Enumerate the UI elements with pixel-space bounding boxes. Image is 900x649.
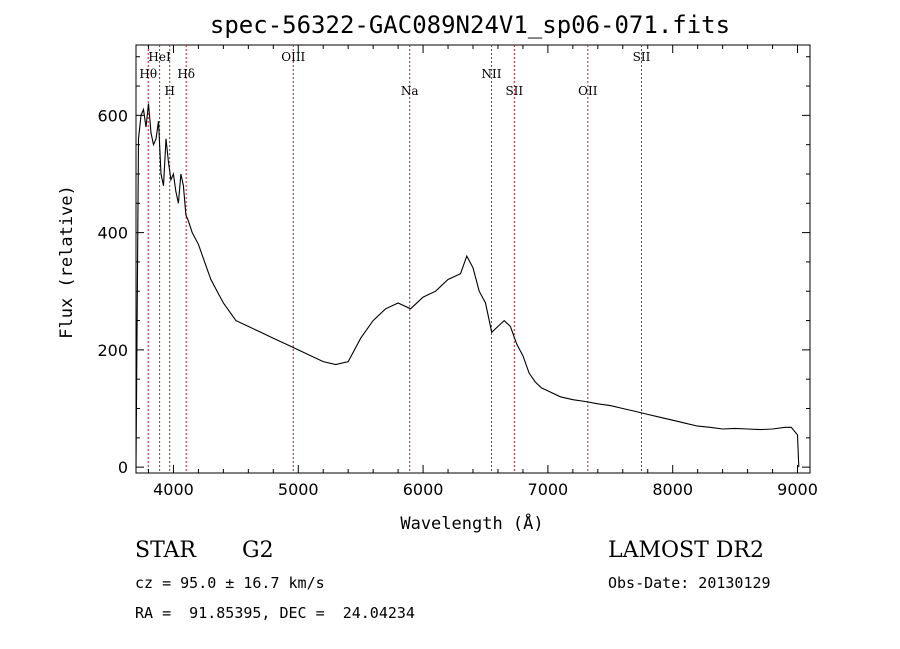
spectral-line-markers: Hθ HeI HHδ OIII Na NII SII OII SII bbox=[139, 45, 651, 473]
spectral-line-label: Na bbox=[401, 84, 419, 98]
observation-date: Obs-Date: 20130129 bbox=[608, 574, 771, 592]
plot-frame bbox=[135, 44, 811, 474]
spectral-line-label: SII bbox=[505, 84, 523, 98]
coordinates: RA = 91.85395, DEC = 24.04234 bbox=[135, 604, 415, 622]
object-subclass: G2 bbox=[242, 538, 274, 563]
y-tick-label: 400 bbox=[97, 224, 128, 243]
x-axis-label: Wavelength (Å) bbox=[400, 512, 543, 534]
spectral-line-label: OII bbox=[578, 84, 598, 98]
y-axis-label: Flux (relative) bbox=[57, 185, 77, 339]
y-tick-label: 0 bbox=[118, 458, 128, 477]
y-axis-ticks: 0 200 400 600 bbox=[97, 56, 810, 477]
chart-title: spec-56322-GAC089N24V1_sp06-071.fits bbox=[210, 11, 730, 39]
spectrum-series-line bbox=[135, 103, 800, 468]
y-tick-label: 600 bbox=[97, 106, 128, 125]
x-tick-label: 9000 bbox=[777, 480, 818, 499]
x-tick-label: 8000 bbox=[652, 480, 693, 499]
y-tick-label: 200 bbox=[97, 341, 128, 360]
spectral-line-label: Hθ bbox=[139, 67, 157, 81]
spectral-line-label: SII bbox=[633, 50, 651, 64]
spectral-line-label: NII bbox=[481, 67, 501, 81]
redshift-value: cz = 95.0 ± 16.7 km/s bbox=[135, 574, 325, 592]
x-tick-label: 4000 bbox=[153, 480, 194, 499]
x-tick-label: 5000 bbox=[278, 480, 319, 499]
spectral-line-label: OIII bbox=[281, 50, 305, 64]
spectral-line-label: Hδ bbox=[177, 67, 195, 81]
x-axis-ticks: 4000 5000 6000 7000 8000 9000 bbox=[147, 45, 818, 499]
spectral-line-label: HeI bbox=[148, 50, 171, 64]
x-tick-label: 7000 bbox=[528, 480, 569, 499]
object-class: STAR bbox=[135, 538, 196, 563]
survey-name: LAMOST DR2 bbox=[608, 538, 764, 563]
spectral-line-label: H bbox=[164, 84, 174, 98]
x-tick-label: 6000 bbox=[403, 480, 444, 499]
